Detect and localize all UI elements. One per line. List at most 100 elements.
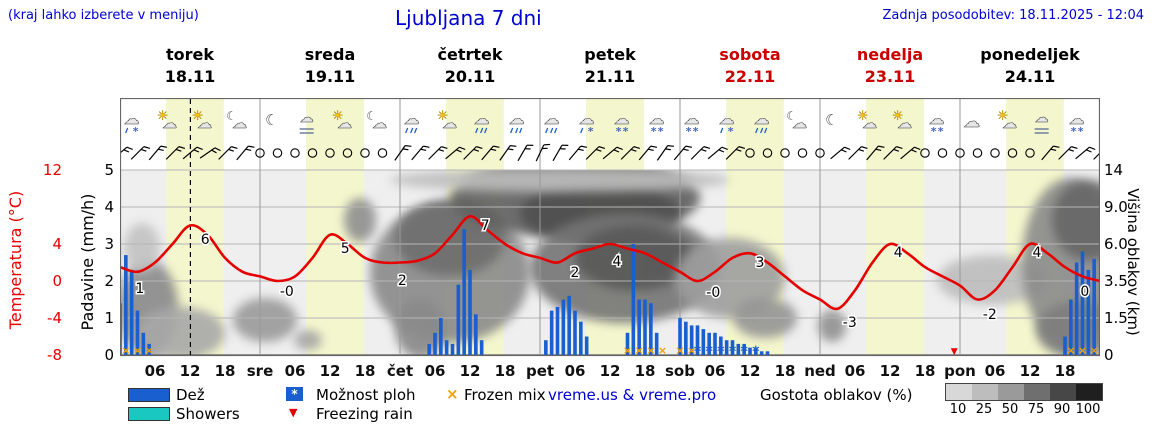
partly-sun-icon: ☀☁ <box>892 109 913 132</box>
wind-barb-icon <box>552 144 569 162</box>
wind-barb-icon <box>883 146 903 160</box>
svg-text:☁: ☁ <box>124 109 140 128</box>
time-tick: 06 <box>144 362 166 380</box>
svg-text:☾: ☾ <box>786 109 797 123</box>
wind-barb-icon <box>148 145 168 161</box>
site-link[interactable]: vreme.us & vreme.pro <box>548 386 717 404</box>
day-name: petek <box>584 45 636 64</box>
wind-barb-icon <box>1093 146 1100 160</box>
wind-barb-icon <box>1075 146 1096 160</box>
frozen-mix-marker: × <box>1090 344 1099 357</box>
axis-tick: 1.5 <box>1104 309 1128 327</box>
temperature-line <box>120 215 1100 311</box>
frozen-mix-marker: × <box>623 344 632 357</box>
svg-text:☁: ☁ <box>792 114 807 132</box>
calm-wind-icon <box>377 148 388 158</box>
day-name: sreda <box>304 45 356 64</box>
frozen-mix-marker: × <box>1078 344 1087 357</box>
svg-text:*: * <box>938 125 944 138</box>
svg-text:-2: -2 <box>983 307 997 323</box>
rain-swatch <box>128 388 170 402</box>
shower-possibility-marker: * <box>729 344 737 360</box>
time-tick: 12 <box>179 362 201 380</box>
shower-possibility-marker: * <box>741 344 749 360</box>
wind-barb-icon <box>673 145 693 161</box>
calm-wind-icon <box>1007 148 1018 158</box>
shower-possibility-marker: * <box>717 344 725 360</box>
wind-barb-icon <box>707 146 728 160</box>
day-date: 19.11 <box>304 67 356 86</box>
day-header: ponedeljek 24.11 <box>960 44 1100 88</box>
axis-tick: 0 <box>52 272 62 290</box>
day-abbr-tick: ned <box>804 362 836 380</box>
calm-wind-icon <box>255 148 265 158</box>
precipitation-axis-label: Padavine (mm/h) <box>78 193 97 331</box>
svg-text:☁: ☁ <box>372 114 387 132</box>
rain-icon: ☁ <box>753 109 770 134</box>
calm-wind-icon <box>307 148 318 158</box>
svg-text:4: 4 <box>1033 245 1042 261</box>
calm-wind-icon <box>990 148 1000 158</box>
svg-text:5: 5 <box>341 241 350 257</box>
rain-label: Dež <box>176 386 205 404</box>
axis-tick: 5 <box>104 161 114 179</box>
svg-text:☁: ☁ <box>897 114 912 132</box>
calm-wind-icon <box>272 148 283 158</box>
wind-barb-icon <box>165 146 186 160</box>
day-date: 23.11 <box>864 67 916 86</box>
svg-text:☾: ☾ <box>226 109 237 123</box>
svg-text:*: * <box>728 125 734 138</box>
snow-icon: ☁* * <box>613 109 630 138</box>
svg-text:☁: ☁ <box>300 110 314 126</box>
wind-barb-icon <box>481 145 500 161</box>
rain-icon: ☁ <box>473 109 490 134</box>
frozen-mix-marker: × <box>675 344 684 357</box>
axis-tick: 2 <box>104 272 114 290</box>
calm-wind-icon <box>745 148 755 158</box>
svg-text:☁: ☁ <box>197 114 212 132</box>
calm-wind-icon <box>920 148 930 158</box>
shower-possibility-marker: * <box>694 344 702 360</box>
snow-icon: ☁* * <box>1068 109 1085 138</box>
calm-wind-icon <box>290 148 300 158</box>
cloud-height-axis-label: Višina oblakov (km) <box>1124 188 1142 336</box>
wind-barbs-row <box>120 143 1100 162</box>
frozen-mix-marker: × <box>121 344 130 357</box>
svg-text:☁: ☁ <box>442 114 457 132</box>
svg-text:☀: ☀ <box>857 109 869 124</box>
frozen-mix-icon: × <box>446 385 459 403</box>
shower-possibility-label: Možnost ploh <box>316 386 416 404</box>
wind-barb-icon <box>725 146 746 160</box>
time-tick: 12 <box>1019 362 1041 380</box>
svg-text:*: * <box>623 125 629 138</box>
day-abbr-tick: pet <box>525 362 555 380</box>
svg-text:*: * <box>588 125 594 138</box>
svg-text:7: 7 <box>481 218 490 234</box>
svg-text:☁: ☁ <box>337 114 352 132</box>
time-tick: 06 <box>424 362 446 380</box>
wind-barb-icon <box>130 146 151 160</box>
wind-barb-icon <box>120 146 133 160</box>
time-tick: 06 <box>704 362 726 380</box>
svg-text:-0: -0 <box>706 285 720 301</box>
day-header: torek 18.11 <box>120 44 260 88</box>
svg-text:4: 4 <box>894 245 903 261</box>
time-tick: 18 <box>354 362 376 380</box>
svg-text:☀: ☀ <box>157 109 169 124</box>
axis-tick: 4 <box>104 198 114 216</box>
snow-icon: ☁* * <box>683 109 700 138</box>
wind-barb-icon <box>690 146 711 160</box>
svg-text:*: * <box>931 125 937 138</box>
partly-moon-icon: ☾☁ <box>226 109 247 132</box>
wind-barb-icon <box>866 145 885 161</box>
temperature-axis-label: Temperatura (°C) <box>6 190 25 330</box>
time-tick: 18 <box>494 362 516 380</box>
wind-barb-icon <box>1058 146 1078 160</box>
snow-icon: ☁* * <box>648 109 665 138</box>
freezing-rain-icon: ▼ <box>289 406 298 419</box>
svg-text:☁: ☁ <box>754 109 770 128</box>
calm-wind-icon <box>762 148 773 158</box>
page-title: Ljubljana 7 dni <box>395 6 542 30</box>
cloud-density-tick: 25 <box>975 402 993 417</box>
day-name: torek <box>165 45 215 64</box>
